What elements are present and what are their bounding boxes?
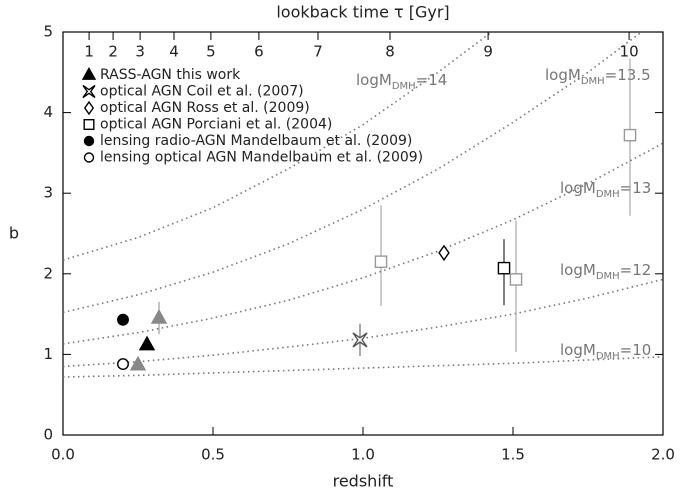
legend-label: optical AGN Coil et al. (2007)	[100, 84, 304, 100]
marker-circle	[83, 152, 95, 163]
curve-label-value: =14	[416, 71, 448, 89]
x2-tick-label: 8	[385, 43, 395, 61]
legend-label: optical AGN Ross et al. (2009)	[100, 100, 310, 116]
legend-label: lensing optical AGN Mandelbaum et al. (2…	[100, 150, 423, 166]
marker-circle	[117, 358, 129, 371]
y-axis-label: b	[9, 224, 19, 243]
marker-circle	[83, 135, 95, 147]
x2-tick-label: 10	[620, 43, 639, 61]
x-tick-label: 1.0	[351, 446, 375, 464]
curve-label: logMDMH=14	[356, 71, 447, 93]
curve-label-value: =10	[620, 341, 652, 359]
marker-triangle	[129, 355, 147, 371]
marker-diamond	[83, 100, 95, 116]
x2-tick-label: 7	[313, 43, 323, 61]
y-tick-label: 1	[43, 345, 53, 363]
curve-label-value: =13	[620, 179, 652, 197]
x2-tick-label: 4	[169, 43, 179, 61]
curve-label-main: logM	[356, 71, 392, 89]
y-tick-label: 5	[43, 23, 53, 41]
x2-tick-label: 5	[206, 43, 216, 61]
marker-triangle	[150, 308, 168, 324]
curve-label: logMDMH=13	[560, 179, 651, 201]
marker-square	[623, 128, 637, 142]
x2-tick-label: 2	[108, 43, 118, 61]
marker-square	[83, 118, 95, 130]
curve-label-main: logM	[560, 179, 596, 197]
curve-label-sub: DMH	[596, 189, 620, 200]
curve-label-value: =12	[620, 261, 652, 279]
marker-square	[374, 255, 388, 269]
x2-tick-label: 9	[483, 43, 493, 61]
x2-tick-label: 6	[254, 43, 264, 61]
curve-label-sub: DMH	[581, 76, 605, 87]
y-tick-label: 0	[43, 426, 53, 444]
x2-axis-label: lookback time τ [Gyr]	[276, 3, 449, 22]
marker-star	[352, 332, 368, 348]
marker-triangle	[138, 335, 156, 351]
marker-triangle	[81, 66, 97, 80]
legend-label: optical AGN Porciani et al. (2004)	[100, 117, 332, 133]
x2-tick-label: 3	[135, 43, 145, 61]
marker-star	[82, 84, 96, 99]
x2-tick-label: 1	[84, 43, 94, 61]
curve-label: logMDMH=12	[560, 261, 651, 283]
curve-label-sub: DMH	[596, 271, 620, 282]
marker-diamond	[438, 244, 450, 262]
y-tick-label: 2	[43, 264, 53, 282]
y-tick-label: 3	[43, 184, 53, 202]
marker-circle	[117, 313, 129, 326]
legend-label: RASS-AGN this work	[100, 67, 241, 83]
x-tick-label: 2.0	[651, 446, 675, 464]
curve-label-main: logM	[560, 261, 596, 279]
marker-square	[509, 273, 523, 286]
x-axis-label: redshift	[333, 472, 394, 491]
curve-label-sub: DMH	[392, 81, 416, 92]
curve-label-value: =13.5	[605, 66, 651, 84]
curve-label: logMDMH=13.5	[545, 66, 651, 88]
x-tick-label: 0.0	[51, 446, 75, 464]
curve-label-main: logM	[560, 341, 596, 359]
halo-mass-curve	[63, 356, 663, 378]
curve-label-main: logM	[545, 66, 581, 84]
curve-label: logMDMH=10	[560, 341, 651, 363]
x-tick-label: 1.5	[501, 446, 525, 464]
curve-label-sub: DMH	[596, 351, 620, 362]
x-tick-label: 0.5	[201, 446, 225, 464]
marker-square	[497, 261, 511, 275]
halo-mass-curve	[63, 142, 663, 345]
legend-label: lensing radio-AGN Mandelbaum et al. (200…	[100, 133, 412, 149]
y-tick-label: 4	[43, 103, 53, 121]
